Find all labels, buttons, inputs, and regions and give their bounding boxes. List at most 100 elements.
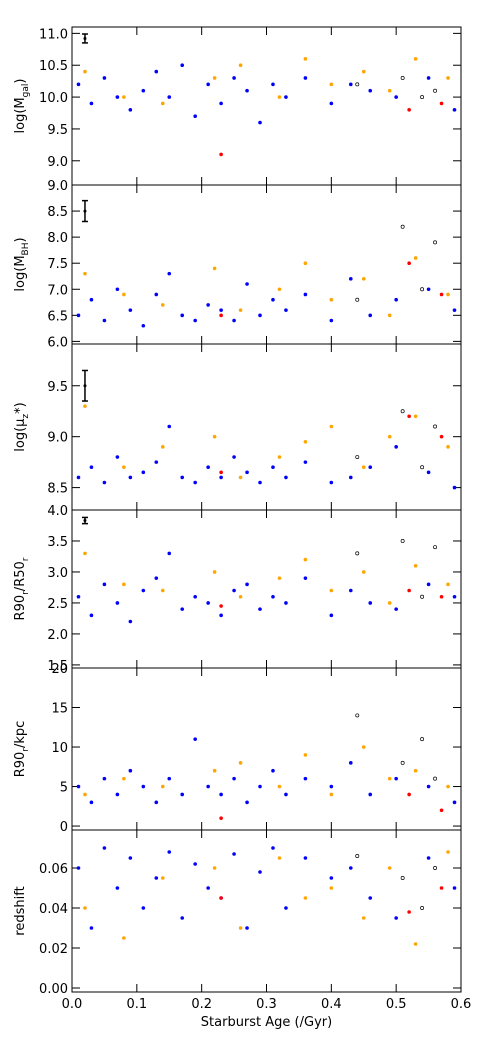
data-point xyxy=(355,713,360,718)
plot-frame xyxy=(71,26,462,186)
data-point xyxy=(245,282,249,286)
y-tick-label: 8.5 xyxy=(47,482,68,497)
data-point xyxy=(387,313,392,318)
data-point xyxy=(452,485,457,490)
data-point xyxy=(122,936,126,940)
data-point xyxy=(219,896,223,900)
error-center xyxy=(83,384,87,388)
data-point xyxy=(303,76,308,80)
data-point xyxy=(433,545,438,550)
y-axis-label-part: z xyxy=(21,414,31,419)
data-point xyxy=(238,475,243,480)
data-point xyxy=(258,120,262,125)
data-point xyxy=(212,866,217,870)
data-point xyxy=(219,308,223,312)
data-point xyxy=(329,588,334,593)
data-point xyxy=(89,613,94,618)
data-point xyxy=(446,292,450,297)
data-point xyxy=(329,792,334,797)
data-point xyxy=(212,434,217,439)
data-point xyxy=(387,88,392,93)
data-point xyxy=(245,926,249,930)
data-point xyxy=(180,475,185,480)
data-point xyxy=(160,101,165,106)
data-point xyxy=(394,776,398,781)
data-point xyxy=(206,465,210,470)
error-center xyxy=(83,36,87,40)
y-tick-label: 0.06 xyxy=(39,862,68,877)
y-tick-label: 7.5 xyxy=(47,257,68,272)
data-point xyxy=(446,445,450,449)
y-tick-label: 6.5 xyxy=(47,309,68,324)
data-point xyxy=(426,76,431,80)
data-point xyxy=(387,776,392,781)
data-point xyxy=(167,424,172,429)
y-tick-label: 0.02 xyxy=(39,942,68,957)
data-point xyxy=(76,313,81,318)
data-point xyxy=(329,480,334,485)
data-point xyxy=(89,101,94,106)
data-point xyxy=(83,551,87,556)
data-point xyxy=(407,910,411,914)
data-point xyxy=(348,588,353,593)
data-point xyxy=(368,313,373,318)
data-point xyxy=(160,588,165,593)
data-point xyxy=(180,607,185,611)
data-point xyxy=(232,76,236,80)
data-point xyxy=(361,277,366,281)
data-point xyxy=(115,886,120,890)
data-point xyxy=(128,619,133,624)
data-point xyxy=(271,297,275,302)
data-point xyxy=(400,409,405,414)
data-point xyxy=(439,886,444,890)
y-axis-label-part: /kpc xyxy=(13,721,28,748)
data-point xyxy=(407,588,411,593)
y-tick-label: 0.00 xyxy=(39,982,68,997)
data-point xyxy=(303,292,308,297)
data-point xyxy=(420,594,425,599)
data-point xyxy=(355,854,360,858)
data-point xyxy=(271,846,275,850)
data-point xyxy=(303,460,308,464)
y-tick-label: 9.5 xyxy=(47,123,68,138)
data-point xyxy=(83,906,87,910)
data-point xyxy=(271,768,275,773)
data-point xyxy=(122,582,126,587)
data-point xyxy=(122,292,126,297)
data-point xyxy=(452,594,457,599)
data-point xyxy=(258,607,262,611)
data-point xyxy=(154,576,159,580)
y-tick-label: 9.5 xyxy=(47,380,68,395)
data-point xyxy=(160,784,165,789)
data-point xyxy=(193,114,197,118)
data-point xyxy=(83,792,87,797)
y-axis-label-part: R90 xyxy=(13,752,28,778)
error-center xyxy=(83,209,87,213)
data-point xyxy=(361,745,366,749)
data-point xyxy=(329,613,334,618)
data-point xyxy=(76,82,81,87)
data-point xyxy=(284,792,288,797)
data-point xyxy=(426,856,431,860)
error-center xyxy=(83,519,87,523)
data-point xyxy=(219,101,223,106)
data-point xyxy=(400,760,405,765)
data-point xyxy=(452,886,457,890)
data-point xyxy=(387,601,392,605)
y-tick-label: 8.5 xyxy=(47,205,68,220)
data-point xyxy=(303,57,308,61)
data-point xyxy=(361,69,366,74)
data-point xyxy=(400,876,405,880)
data-point xyxy=(219,792,223,797)
data-point xyxy=(245,582,249,587)
data-point xyxy=(206,82,210,87)
y-axis-label-part: ) xyxy=(13,237,28,242)
data-point xyxy=(420,737,425,742)
y-tick-label: 5 xyxy=(60,781,68,796)
data-point xyxy=(439,594,444,599)
data-point xyxy=(348,866,353,870)
y-axis-label: log(MBH) xyxy=(13,237,31,291)
data-point xyxy=(206,886,210,890)
data-point xyxy=(426,784,431,789)
data-point xyxy=(387,866,392,870)
